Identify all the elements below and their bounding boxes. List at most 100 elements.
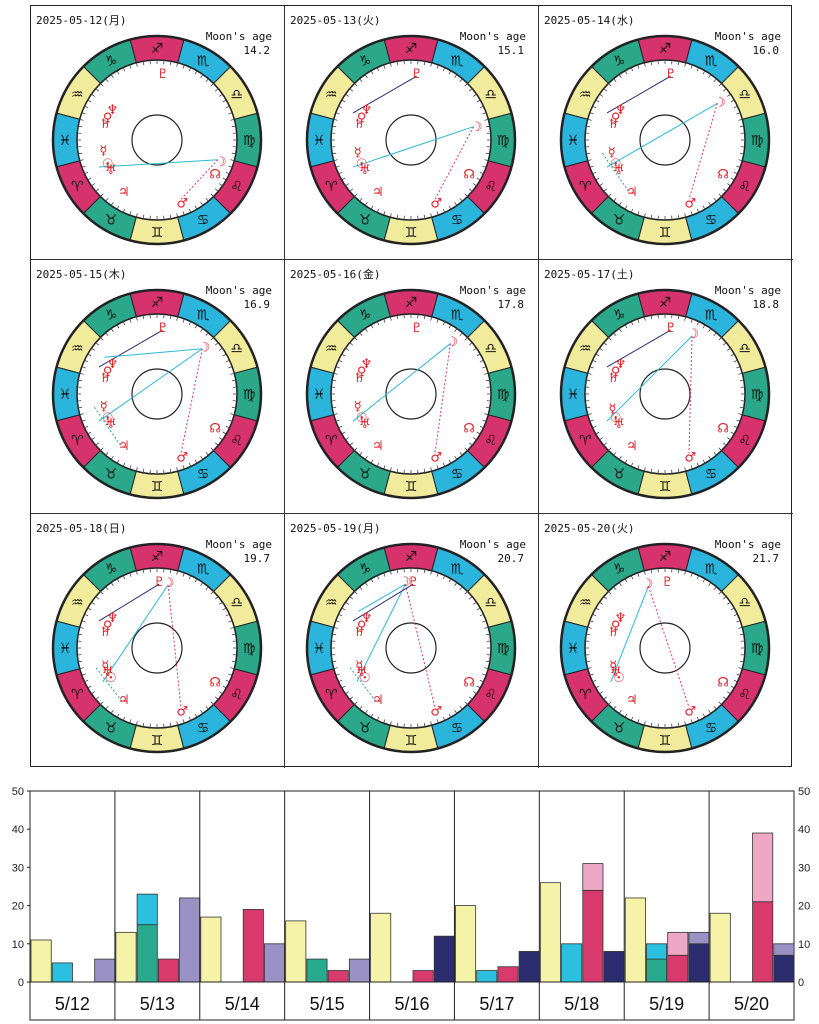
outer-ring	[559, 288, 771, 500]
zodiac-sign-glyph: ♊	[405, 225, 418, 241]
degree-tick	[383, 572, 386, 577]
uranus-icon: ♅	[102, 665, 114, 680]
degree-tick	[364, 582, 368, 586]
degree-tick	[586, 660, 591, 663]
degree-tick	[448, 578, 452, 583]
degree-tick	[370, 713, 374, 718]
y-tick-right: 10	[798, 939, 810, 951]
degree-tick	[383, 318, 386, 323]
jupiter-icon: ♃	[626, 693, 638, 708]
outer-ring	[559, 542, 771, 754]
degree-tick	[448, 324, 452, 329]
pluto-icon: ♇	[665, 67, 677, 82]
pluto-icon: ♇	[408, 575, 420, 590]
degree-tick	[736, 620, 741, 623]
degree-tick	[718, 591, 722, 595]
degree-tick	[479, 105, 484, 109]
category-label: 5/20	[734, 994, 769, 1014]
zodiac-sign-glyph: ♋	[705, 721, 718, 737]
degree-tick	[736, 419, 741, 422]
zodiac-sign-glyph: ♑	[359, 307, 372, 323]
degree-tick	[135, 721, 138, 726]
degree-tick	[592, 613, 597, 617]
zodiac-sign-glyph: ♉	[105, 721, 118, 737]
chart-cell: 2025-05-14(水) Moon's age 16.0 ♈ ♉ ♊ ♋ ♌ ♍ ♎ ♏ ♐ ♑ ♒ ♓ ☽…	[539, 6, 793, 260]
degree-tick	[84, 679, 89, 683]
bar-segment	[285, 920, 307, 983]
neptune-icon: ♆	[615, 611, 627, 626]
degree-tick	[116, 205, 120, 210]
degree-tick	[95, 442, 100, 446]
degree-tick	[222, 607, 227, 611]
horoscope-wheel: ♈ ♉ ♊ ♋ ♌ ♍ ♎ ♏ ♐ ♑ ♒ ♓ ☽ ♇ ☉☿ ♀ ♂ ♃ ♄♆ ♅ ☊	[305, 288, 517, 500]
degree-tick	[595, 607, 600, 611]
zodiac-sign-glyph: ♉	[359, 467, 372, 483]
degree-tick	[713, 197, 717, 202]
mercury-icon: ☿	[608, 145, 616, 160]
degree-tick	[370, 205, 374, 210]
moon-icon: ☽	[399, 575, 411, 590]
degree-tick	[129, 572, 132, 577]
zodiac-sign-glyph: ♒	[325, 87, 338, 103]
bar-segment	[370, 912, 392, 983]
zodiac-sign-glyph: ♎	[738, 595, 751, 611]
pluto-icon: ♇	[154, 575, 166, 590]
chart-cell: 2025-05-15(木) Moon's age 16.9 ♈ ♉ ♊ ♋ ♌ ♍ ♎ ♏ ♐ ♑ ♒ ♓ ☽…	[31, 260, 285, 514]
degree-tick	[430, 570, 433, 575]
center-circle	[639, 114, 691, 166]
bar-segment	[30, 939, 52, 983]
moon-age-label: Moon's age	[205, 538, 272, 551]
bar-segment	[200, 916, 222, 983]
mars-icon: ♂	[176, 704, 188, 719]
degree-tick	[341, 99, 346, 103]
degree-tick	[730, 353, 735, 357]
outer-ring	[305, 542, 517, 754]
degree-tick	[228, 620, 233, 623]
degree-tick	[637, 64, 640, 69]
degree-tick	[200, 74, 204, 78]
degree-tick	[210, 337, 214, 341]
degree-tick	[376, 208, 380, 213]
zodiac-sign-glyph: ♍	[497, 133, 510, 149]
moon-age-value: 16.9	[243, 298, 271, 311]
degree-tick	[599, 437, 603, 441]
degree-tick	[464, 447, 468, 451]
degree-tick	[464, 591, 468, 595]
degree-tick	[696, 67, 700, 72]
degree-tick	[684, 316, 687, 321]
degree-tick	[219, 183, 223, 187]
degree-tick	[599, 93, 603, 97]
degree-tick	[484, 626, 489, 629]
degree-tick	[589, 673, 594, 676]
degree-tick	[169, 468, 172, 473]
degree-tick	[135, 62, 138, 67]
degree-tick	[142, 315, 145, 320]
degree-tick	[333, 626, 338, 629]
degree-tick	[200, 328, 204, 332]
aspect-line	[606, 102, 718, 168]
degree-tick	[603, 342, 608, 346]
aspect-line	[601, 153, 631, 194]
zodiac-sign-glyph: ♈	[325, 433, 338, 449]
venus-icon: ♀	[357, 619, 367, 634]
degree-tick	[129, 465, 132, 470]
degree-tick	[722, 442, 727, 446]
degree-tick	[142, 61, 145, 66]
degree-tick	[110, 74, 114, 78]
degree-tick	[225, 171, 230, 175]
moon-icon: ☽	[688, 327, 700, 342]
degree-tick	[335, 673, 340, 676]
degree-tick	[359, 197, 363, 202]
mercury-icon: ☿	[354, 145, 362, 160]
degree-tick	[476, 607, 481, 611]
degree-tick	[448, 205, 452, 210]
degree-tick	[718, 193, 722, 197]
degree-tick	[81, 673, 86, 676]
degree-tick	[589, 620, 594, 623]
jupiter-icon: ♃	[372, 439, 384, 454]
degree-tick	[370, 70, 374, 75]
degree-tick	[624, 459, 628, 464]
degree-tick	[333, 159, 338, 162]
zodiac-sign-glyph: ♍	[751, 133, 764, 149]
degree-tick	[643, 467, 646, 472]
